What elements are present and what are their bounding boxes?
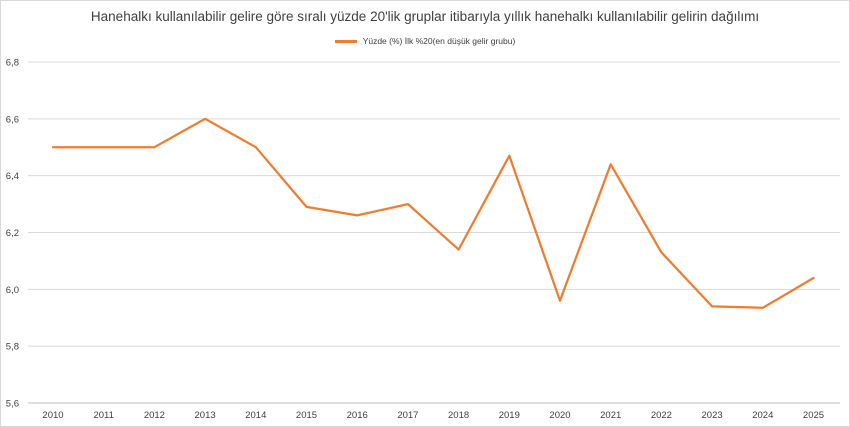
series-line [51, 117, 815, 309]
x-tick-label: 2025 [803, 410, 824, 421]
x-tick-label: 2022 [651, 410, 672, 421]
y-tick-label: 5,8 [6, 342, 19, 353]
x-tick-label: 2010 [42, 410, 63, 421]
legend-line-marker [334, 39, 357, 43]
x-tick-label: 2021 [600, 410, 621, 421]
x-tick-label: 2012 [144, 410, 165, 421]
x-tick-label: 2015 [296, 410, 317, 421]
x-tick-label: 2014 [245, 410, 266, 421]
y-tick-label: 6,0 [6, 285, 19, 296]
x-tick-label: 2018 [448, 410, 469, 421]
chart-title: Hanehalkı kullanılabilir gelire göre sır… [90, 9, 760, 24]
x-tick-label: 2013 [195, 410, 216, 421]
gridlines [28, 61, 840, 404]
y-tick-label: 6,2 [6, 228, 19, 239]
x-tick-label: 2020 [549, 410, 570, 421]
y-tick-label: 6,6 [6, 114, 19, 125]
chart-legend: Yüzde (%) İlk %20(en düşük gelir grubu) [0, 36, 850, 46]
y-tick-label: 6,8 [6, 58, 19, 69]
y-tick-label: 5,6 [6, 399, 19, 410]
series-lines [51, 117, 815, 309]
x-tick-label: 2017 [397, 410, 418, 421]
x-tick-label: 2019 [499, 410, 520, 421]
y-tick-label: 6,4 [6, 171, 19, 182]
x-axis-ticks: 2010 2011 2012 2013 2014 2015 2016 2017 2018 2019… [42, 410, 824, 421]
x-tick-label: 2016 [347, 410, 368, 421]
legend-label: Yüzde (%) İlk %20(en düşük gelir grubu) [362, 36, 516, 46]
x-tick-label: 2024 [752, 410, 773, 421]
x-tick-label: 2023 [702, 410, 723, 421]
y-axis-ticks: 5,6 5,8 6,0 6,2 6,4 6,6 6,8 [6, 58, 19, 410]
x-tick-label: 2011 [93, 410, 113, 421]
